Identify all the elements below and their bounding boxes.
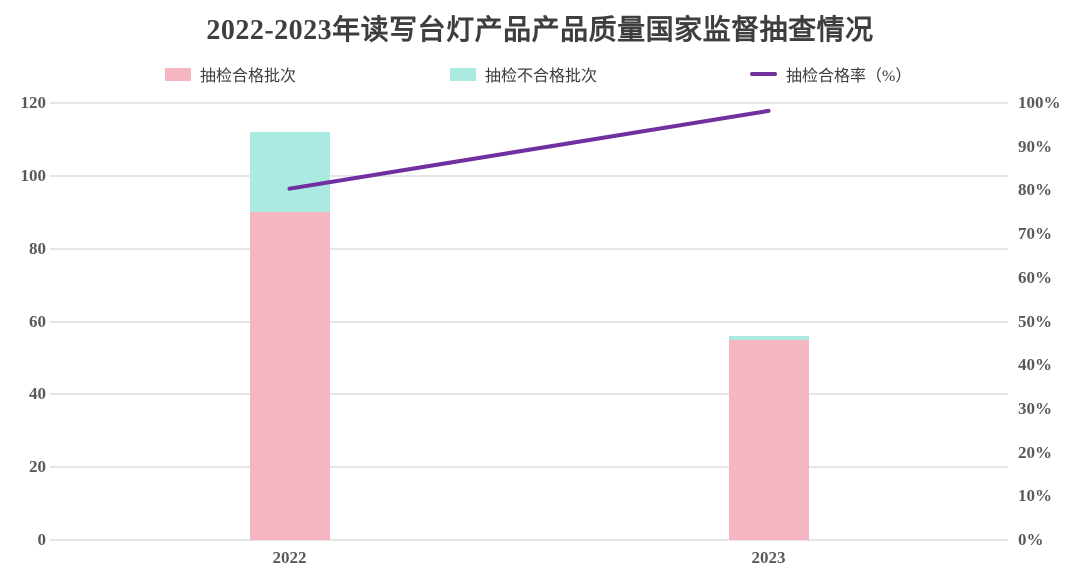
left-axis-tick-label: 60 — [29, 311, 46, 331]
chart-title: 2022-2023年读写台灯产品产品质量国家监督抽查情况 — [206, 15, 874, 46]
right-axis-tick-label: 0% — [1018, 530, 1044, 549]
gridline — [50, 247, 1008, 250]
bar-2022-segment-0 — [249, 212, 330, 541]
right-axis-tick-label: 20% — [1018, 442, 1052, 462]
legend-item-1[interactable]: 抽检不合格批次 — [450, 62, 597, 86]
left-axis-tick-label: 20 — [29, 457, 46, 477]
gridline — [50, 320, 1008, 323]
left-axis-tick-label: 100 — [20, 165, 47, 185]
legend-item-0[interactable]: 抽检合格批次 — [165, 62, 296, 86]
right-axis-tick-label: 70% — [1018, 224, 1052, 244]
right-axis-tick-label: 60% — [1018, 267, 1052, 287]
left-axis-tick-label: 80 — [29, 238, 46, 258]
pass-rate-polyline — [287, 108, 771, 191]
legend-square-swatch-icon — [165, 67, 191, 81]
x-axis-label-2022: 2022 — [272, 548, 307, 567]
right-axis-tick-label: 90% — [1018, 136, 1052, 156]
gridline — [50, 393, 1008, 396]
right-axis-tick-label: 10% — [1018, 486, 1052, 506]
gridline — [50, 539, 1008, 541]
legend-label-0: 抽检合格批次 — [200, 68, 297, 85]
legend-item-2[interactable]: 抽检合格率（%） — [750, 62, 911, 86]
legend-label-1: 抽检不合格批次 — [485, 68, 598, 85]
right-axis-tick-label: 40% — [1018, 355, 1052, 375]
legend-label-2: 抽检合格率（%） — [786, 68, 912, 85]
bar-2023-segment-0 — [728, 339, 809, 540]
left-axis-tick-label: 0 — [37, 530, 47, 549]
left-axis-tick-label: 120 — [20, 93, 47, 112]
right-axis-tick-label: 50% — [1018, 311, 1052, 331]
gridline — [50, 174, 1008, 177]
gridline — [50, 102, 1008, 104]
right-axis-tick-label: 100% — [1018, 93, 1061, 112]
right-axis-tick-label: 80% — [1018, 180, 1052, 200]
bar-2023-segment-1 — [728, 336, 809, 340]
x-axis-label-2023: 2023 — [751, 548, 786, 567]
gridline — [50, 466, 1008, 469]
right-axis-tick-label: 30% — [1018, 398, 1052, 418]
legend-line-swatch-icon — [750, 72, 777, 76]
bar-2022-segment-1 — [249, 132, 330, 213]
legend-square-swatch-icon — [450, 67, 476, 81]
left-axis-tick-label: 40 — [29, 384, 46, 404]
